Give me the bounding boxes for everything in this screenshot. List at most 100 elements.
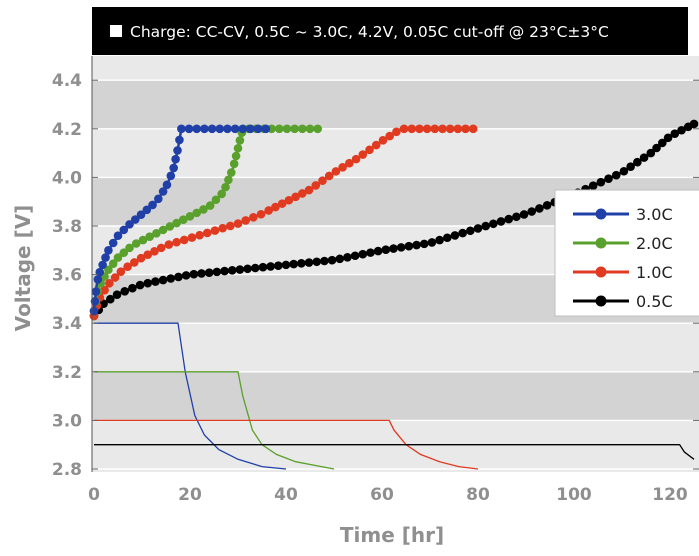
voltage-point <box>399 124 409 134</box>
y-tick-label: 2.8 <box>52 460 82 480</box>
voltage-point <box>611 170 621 180</box>
voltage-point <box>212 267 222 277</box>
voltage-point <box>373 246 383 256</box>
voltage-point <box>130 258 139 267</box>
y-tick-label: 3.0 <box>52 411 82 431</box>
chart-title-text: Charge: CC-CV, 0.5C ~ 3.0C, 4.2V, 0.05C … <box>130 23 609 41</box>
voltage-point <box>143 278 153 288</box>
voltage-point <box>385 131 394 141</box>
voltage-point <box>320 256 329 266</box>
voltage-point <box>156 243 166 253</box>
voltage-point <box>231 151 241 161</box>
voltage-point <box>238 124 248 134</box>
voltage-point <box>125 220 134 229</box>
voltage-point <box>204 268 214 277</box>
x-tick-label: 60 <box>370 485 394 505</box>
voltage-point <box>175 135 184 145</box>
voltage-point <box>187 233 197 242</box>
voltage-point <box>150 246 159 256</box>
voltage-point <box>174 272 183 282</box>
voltage-point <box>366 248 375 257</box>
voltage-point <box>101 253 110 262</box>
voltage-point <box>652 143 661 153</box>
voltage-point <box>130 215 140 224</box>
voltage-point <box>419 239 429 249</box>
voltage-point <box>230 124 240 134</box>
voltage-point <box>91 287 101 296</box>
voltage-point <box>430 124 440 134</box>
voltage-point <box>298 124 307 134</box>
voltage-point <box>305 124 315 134</box>
voltage-point <box>125 243 134 253</box>
voltage-point <box>481 221 490 231</box>
chart-title: Charge: CC-CV, 0.5C ~ 3.0C, 4.2V, 0.05C … <box>92 7 688 55</box>
voltage-point <box>389 244 398 253</box>
x-tick-label: 20 <box>178 485 202 505</box>
voltage-point <box>243 264 252 274</box>
voltage-point <box>535 204 544 213</box>
voltage-point <box>177 124 186 134</box>
voltage-point <box>277 199 287 208</box>
voltage-point <box>131 239 141 248</box>
voltage-point <box>415 124 424 134</box>
voltage-point <box>298 189 307 198</box>
voltage-point <box>197 269 206 278</box>
legend-label: 1.0C <box>636 263 673 282</box>
voltage-point <box>158 187 168 196</box>
voltage-point <box>358 150 368 159</box>
voltage-point <box>542 200 552 210</box>
legend-marker <box>595 237 607 249</box>
voltage-point <box>324 171 334 181</box>
voltage-point <box>588 181 598 190</box>
voltage-point <box>171 154 180 164</box>
voltage-point <box>136 253 146 263</box>
voltage-point <box>200 124 209 134</box>
voltage-point <box>215 124 225 134</box>
voltage-point <box>427 238 437 247</box>
voltage-point <box>98 260 107 270</box>
voltage-point <box>335 254 345 264</box>
voltage-point <box>677 125 686 135</box>
legend: 3.0C 2.0C 1.0C 0.5C <box>554 189 699 317</box>
voltage-point <box>504 214 514 224</box>
voltage-point <box>108 238 118 248</box>
voltage-point <box>108 259 118 268</box>
voltage-point <box>392 127 401 137</box>
voltage-point <box>249 213 258 222</box>
voltage-point <box>445 124 455 134</box>
legend-label: 3.0C <box>636 205 673 224</box>
voltage-point <box>164 240 174 249</box>
legend-marker <box>595 295 607 307</box>
voltage-point <box>466 226 475 236</box>
voltage-point <box>304 185 314 195</box>
voltage-point <box>256 209 266 219</box>
voltage-point <box>461 124 470 134</box>
voltage-point <box>166 171 176 181</box>
voltage-point <box>233 219 243 228</box>
voltage-point <box>318 176 327 186</box>
voltage-point <box>112 290 122 299</box>
voltage-point <box>143 250 153 259</box>
voltage-point <box>365 145 374 155</box>
voltage-point <box>135 280 145 290</box>
voltage-point <box>90 297 100 306</box>
y-tick-label: 4.2 <box>52 120 82 140</box>
voltage-point <box>218 223 227 233</box>
y-tick-label: 4.0 <box>52 168 82 188</box>
voltage-point <box>639 153 649 162</box>
voltage-point <box>120 287 130 296</box>
voltage-point <box>663 133 673 143</box>
voltage-point <box>195 230 204 240</box>
voltage-point <box>224 175 233 185</box>
current-line-3 <box>94 444 695 460</box>
voltage-point <box>271 202 280 212</box>
x-axis-title: Time [hr] <box>340 523 444 547</box>
voltage-point <box>358 249 368 259</box>
voltage-point <box>281 260 291 270</box>
voltage-point <box>227 266 237 275</box>
voltage-point <box>266 262 275 271</box>
voltage-point <box>646 148 656 158</box>
voltage-point <box>284 195 294 205</box>
voltage-point <box>343 252 352 262</box>
